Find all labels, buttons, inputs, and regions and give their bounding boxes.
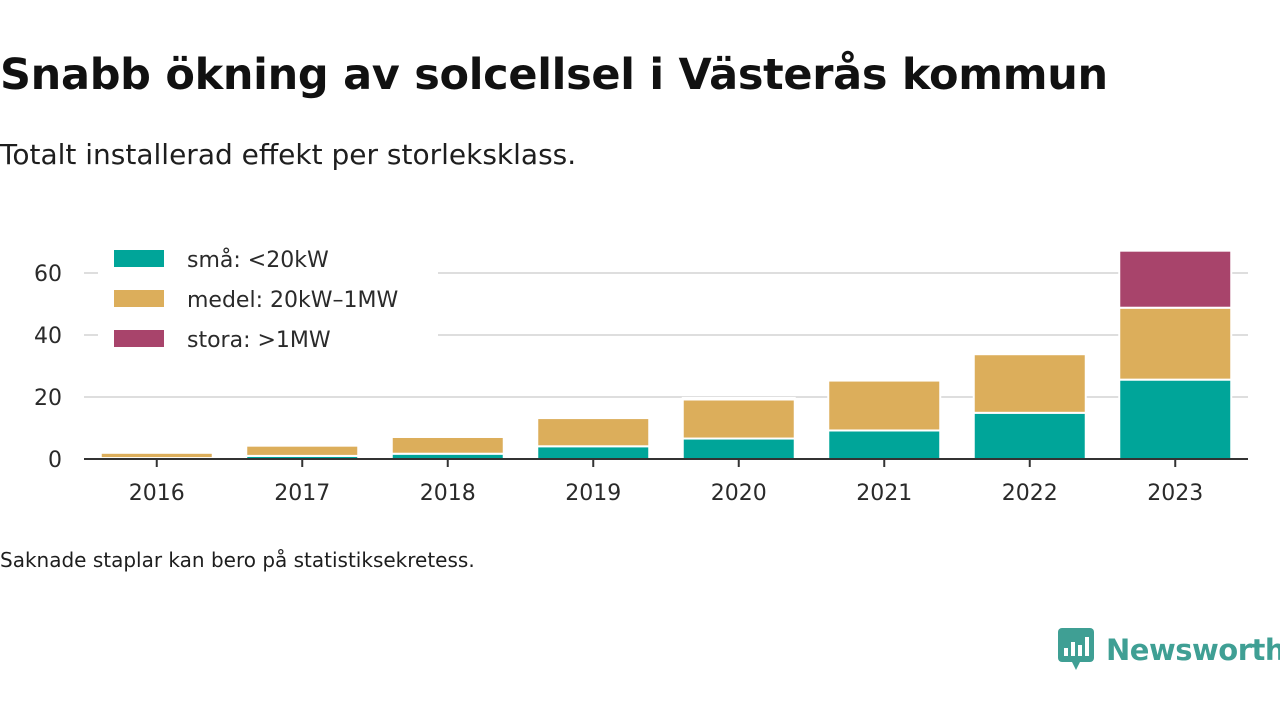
- bar-segment: [681, 396, 796, 401]
- newsworthy-logo-icon: [1058, 628, 1094, 670]
- bar-segment: [972, 353, 1087, 414]
- x-tick-label: 2018: [420, 481, 476, 506]
- legend-swatch: [114, 290, 164, 307]
- x-tick-label: 2021: [856, 481, 912, 506]
- y-tick-label: 60: [34, 262, 62, 287]
- brand-name: Newsworthy: [1106, 633, 1280, 667]
- x-tick-label: 2023: [1147, 481, 1203, 506]
- bar-segment: [536, 417, 651, 448]
- legend-label: stora: >1MW: [187, 328, 331, 353]
- bar-segment: [827, 429, 942, 461]
- y-tick-label: 40: [34, 324, 62, 349]
- bar-segment: [536, 445, 651, 461]
- chart-title: Snabb ökning av solcellsel i Västerås ko…: [0, 50, 1108, 100]
- stacked-bar-chart: 0 20 40 60 2016 2017 2018 2019 2020 2021 2022 2023 s…: [34, 247, 1248, 506]
- bar-segment: [390, 435, 505, 455]
- x-tick-label: 2016: [129, 481, 185, 506]
- legend-label: små: <20kW: [187, 247, 329, 273]
- bar-segment: [1118, 378, 1233, 461]
- x-tick-label: 2019: [565, 481, 621, 506]
- y-tick-label: 20: [34, 386, 62, 411]
- bar-segment: [972, 411, 1087, 460]
- bar-segment: [99, 451, 214, 460]
- legend-swatch: [114, 330, 164, 347]
- legend-label: medel: 20kW–1MW: [187, 288, 398, 313]
- bar-segment: [681, 437, 796, 461]
- x-tick-label: 2020: [711, 481, 767, 506]
- y-tick-label: 0: [48, 448, 62, 473]
- bar-segment: [1118, 306, 1233, 381]
- bar-segment: [681, 398, 796, 440]
- chart-subtitle: Totalt installerad effekt per storlekskl…: [0, 138, 577, 171]
- brand-logo: Newsworthy: [1058, 628, 1280, 672]
- x-tick-label: 2017: [274, 481, 330, 506]
- bar-segment: [1118, 249, 1233, 309]
- footnote: Saknade staplar kan bero på statistiksek…: [0, 548, 475, 572]
- legend-swatch: [114, 250, 164, 267]
- x-tick-label: 2022: [1002, 481, 1058, 506]
- bar-segment: [245, 444, 360, 457]
- bar-segment: [827, 379, 942, 432]
